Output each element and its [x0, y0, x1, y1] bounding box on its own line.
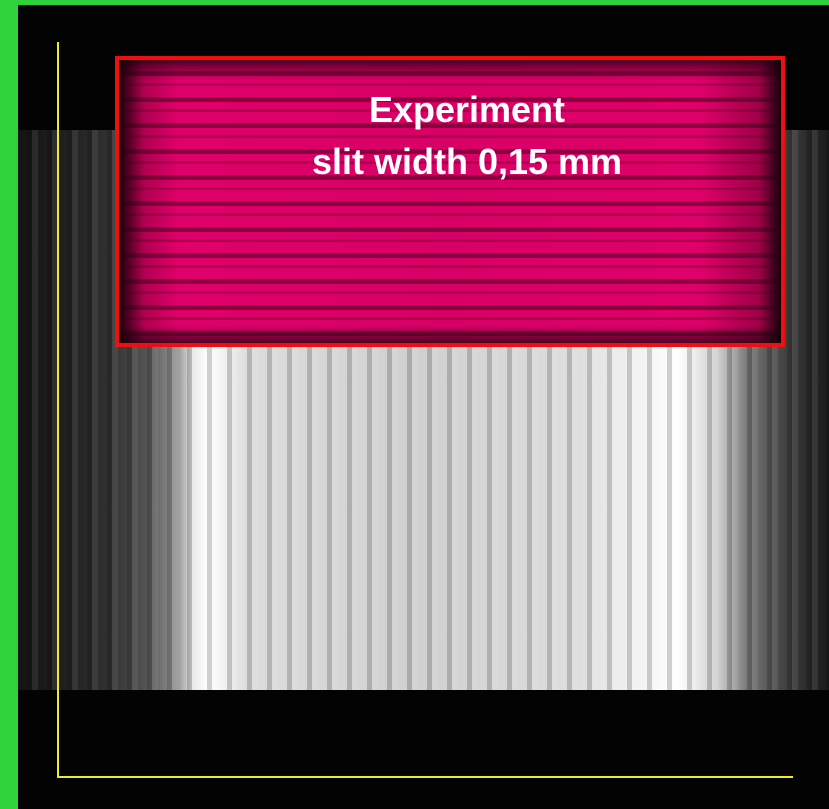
figure: Experiment slit width 0,15 mm	[0, 0, 829, 809]
subtitle: slit width 0,15 mm	[115, 142, 819, 182]
y-axis-line	[57, 42, 59, 778]
title: Experiment	[115, 90, 819, 130]
x-axis-line	[57, 776, 793, 778]
page: Experiment slit width 0,15 mm (() => { c…	[0, 0, 829, 809]
